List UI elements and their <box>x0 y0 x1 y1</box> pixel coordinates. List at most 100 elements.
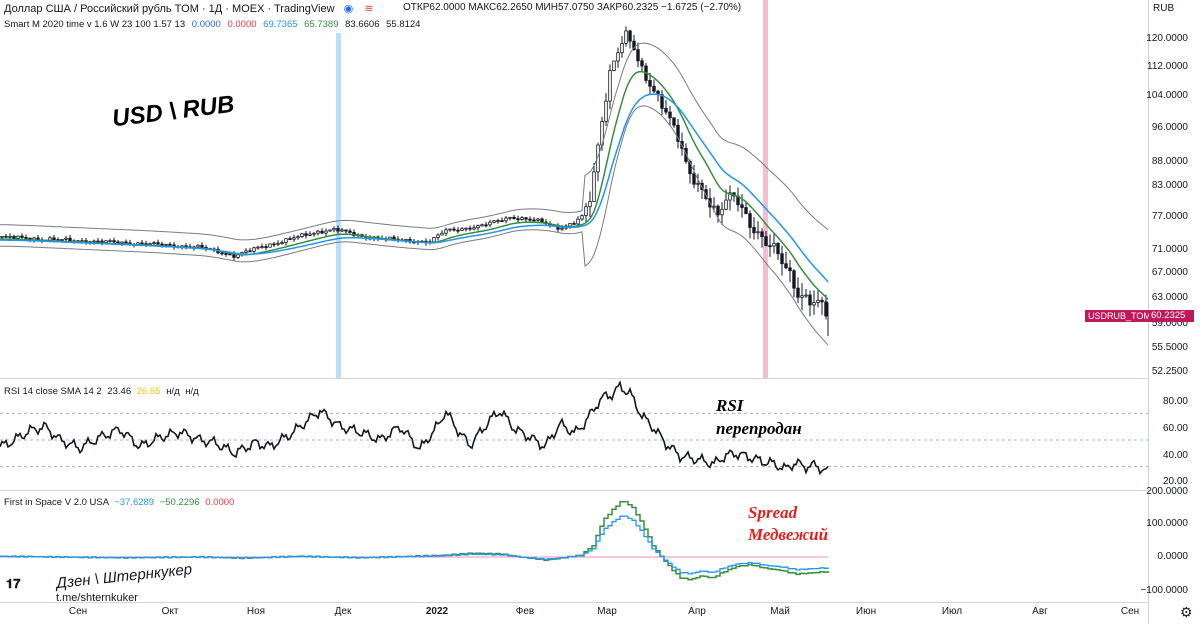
smart-value-5: 83.6606 <box>345 19 380 30</box>
price-chart[interactable] <box>0 0 1148 624</box>
rsi-tick: 60.00 <box>1162 423 1188 434</box>
candle-body <box>288 238 292 241</box>
candle-body <box>24 237 28 239</box>
candle-body <box>716 205 720 216</box>
candle-body <box>780 253 784 265</box>
candle-body <box>668 111 672 119</box>
candle-body <box>696 182 700 185</box>
candle-body <box>672 117 676 126</box>
pane-separator-1[interactable] <box>0 378 1148 379</box>
tradingview-logo[interactable]: 𝟏𝟕 <box>6 576 21 591</box>
symbol-title[interactable]: Доллар США / Российский рубль TOM · 1Д ·… <box>4 3 335 15</box>
candle-body <box>468 227 472 230</box>
rsi-value-3: н/д <box>166 386 180 397</box>
time-tick: Мар <box>597 606 617 617</box>
time-axis-border <box>0 602 1148 603</box>
candle-body <box>244 250 248 253</box>
pane-separator-2[interactable] <box>0 490 1148 491</box>
eye-icon[interactable]: ◉ <box>343 3 354 15</box>
candle-body <box>284 238 288 243</box>
time-tick: Июн <box>855 606 877 617</box>
time-tick: Фев <box>515 606 535 617</box>
candle-body <box>344 229 348 232</box>
price-tick: 59.0000 <box>1151 318 1188 329</box>
candle-body <box>620 42 624 54</box>
candle-body <box>336 228 340 232</box>
highlight-band-red <box>763 0 768 378</box>
candle-body <box>488 221 492 226</box>
candle-body <box>516 218 520 221</box>
price-tick: 104.0000 <box>1146 90 1188 101</box>
candle-body <box>540 218 544 223</box>
candle-body <box>640 60 644 67</box>
space-value-2: −50.2296 <box>159 497 200 508</box>
alert-icon[interactable]: ≋ <box>364 3 374 15</box>
candle-body <box>160 243 164 246</box>
candle-body <box>720 208 724 216</box>
price-tick: 120.0000 <box>1146 33 1188 44</box>
candle-body <box>812 302 816 306</box>
candle-body <box>276 242 280 245</box>
candle-body <box>452 228 456 231</box>
candle-body <box>724 199 728 210</box>
candle-body <box>476 225 480 229</box>
candle-body <box>636 49 640 62</box>
candle-body <box>152 242 156 245</box>
candle-body <box>92 240 96 243</box>
ema-fast-line <box>0 93 829 283</box>
author-link[interactable]: t.me/shternkuker <box>56 592 138 604</box>
space-name: First in Space V 2.0 USA <box>4 497 109 508</box>
space-legend[interactable]: First in Space V 2.0 USA −37.6289 −50.22… <box>4 497 234 508</box>
candle-body <box>232 253 236 258</box>
ohlc-open-label: ОТКР <box>403 2 430 13</box>
candle-body <box>440 232 444 236</box>
candle-body <box>692 173 696 185</box>
time-tick: Сен <box>68 606 88 617</box>
candle-body <box>508 216 512 219</box>
space-tick: 200.0000 <box>1146 486 1188 497</box>
candle-body <box>272 243 276 246</box>
price-tick: 52.2500 <box>1151 366 1188 377</box>
candle-body <box>616 52 620 62</box>
candle-body <box>572 223 576 225</box>
candle-body <box>12 235 16 239</box>
lower-band-line <box>0 105 829 346</box>
candle-body <box>484 224 488 227</box>
rsi-value-2: 26.65 <box>136 386 161 397</box>
candle-body <box>304 233 308 236</box>
time-tick: Июл <box>941 606 963 617</box>
candle-body <box>256 246 260 249</box>
ohlc-close-label: ЗАКР <box>596 2 623 13</box>
price-tick: 96.0000 <box>1151 122 1188 133</box>
candle-body <box>532 219 536 222</box>
candle-body <box>612 60 616 71</box>
rsi-annotation-line1: RSI <box>716 396 744 415</box>
candle-body <box>124 241 128 244</box>
price-tick: 77.0000 <box>1151 211 1188 222</box>
smart-indicator-legend[interactable]: Smart M 2020 time v 1.6 W 23 100 1.57 13… <box>4 19 420 30</box>
candle-body <box>664 107 668 113</box>
symbol-price-tag: USDRUB_TOM <box>1085 310 1154 322</box>
candle-body <box>252 247 256 252</box>
candle-body <box>496 220 500 222</box>
candle-body <box>580 215 584 220</box>
candle-body <box>248 250 252 253</box>
candle-body <box>448 228 452 231</box>
space-tick: −100.0000 <box>1140 585 1188 596</box>
ohlc-open-value: 62.0000 <box>429 2 466 13</box>
candle-body <box>436 234 440 238</box>
rsi-tick: 20.00 <box>1162 476 1188 487</box>
gear-icon[interactable]: ⚙ <box>1180 604 1193 620</box>
candle-body <box>504 217 508 222</box>
time-tick: Ноя <box>246 606 266 617</box>
candle-body <box>568 223 572 227</box>
price-tick: 83.0000 <box>1151 180 1188 191</box>
candle-body <box>52 237 56 241</box>
price-tick: 55.5000 <box>1151 342 1188 353</box>
candle-body <box>20 235 24 238</box>
candle-body <box>592 171 596 202</box>
candle-body <box>772 242 776 247</box>
rsi-legend[interactable]: RSI 14 close SMA 14 2 23.46 26.65 н/д н/… <box>4 386 199 397</box>
ohlc-high-value: 62.2650 <box>496 2 533 13</box>
candle-body <box>392 236 396 240</box>
